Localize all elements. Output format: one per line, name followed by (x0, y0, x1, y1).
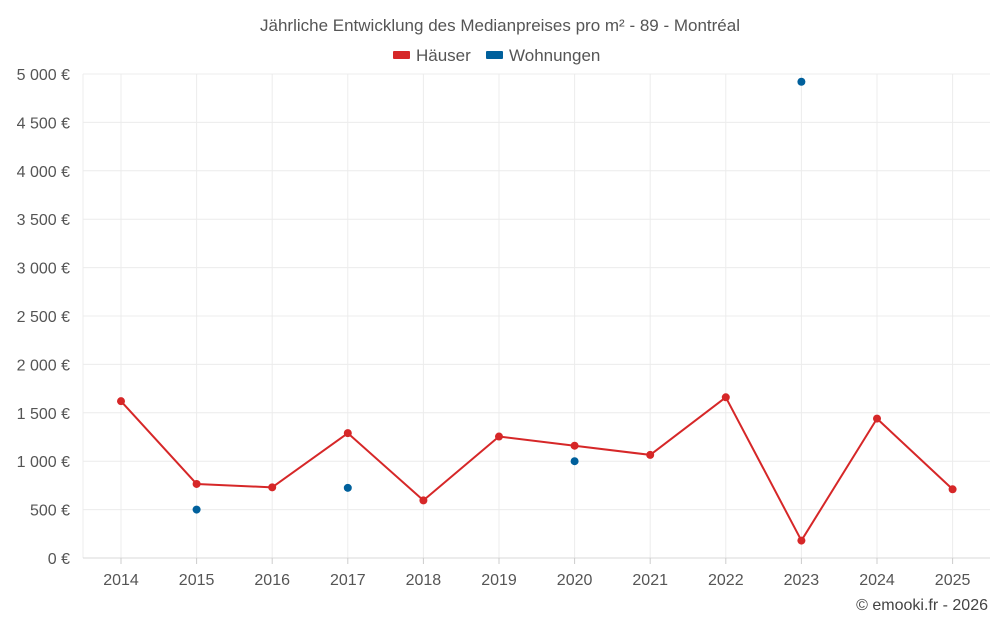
data-point-wohnungen (192, 505, 201, 514)
legend-label: Wohnungen (509, 46, 600, 65)
series-line-h-user (120, 396, 954, 542)
x-tick-label: 2017 (330, 572, 366, 589)
y-tick-label: 5 000 € (17, 67, 70, 84)
legend-label: Häuser (416, 46, 471, 65)
data-point-wohnungen (797, 77, 806, 86)
y-tick-label: 2 000 € (17, 357, 70, 374)
y-tick-label: 4 500 € (17, 115, 70, 132)
data-point-h-user (268, 483, 277, 492)
legend-swatch (393, 51, 410, 59)
legend-swatch (486, 51, 503, 59)
data-point-h-user (873, 414, 881, 423)
y-tick-label: 1 500 € (17, 406, 70, 423)
y-tick-label: 0 € (48, 551, 70, 568)
data-point-h-user (419, 496, 428, 505)
legend-item-wohnungen[interactable]: Wohnungen (486, 46, 600, 65)
data-point-h-user (721, 393, 730, 402)
x-tick-label: 2018 (406, 572, 442, 589)
data-point-h-user (192, 479, 201, 488)
y-tick-label: 500 € (30, 503, 70, 520)
x-tick-label: 2022 (708, 572, 744, 589)
y-axis: 0 € 500 € 1 000 € 1 500 € 2 000 € 2 500 € 3 00… (17, 67, 70, 568)
y-tick-label: 3 000 € (17, 261, 70, 278)
y-tick-label: 3 500 € (17, 212, 70, 229)
series-wohnungen (192, 77, 806, 514)
data-point-h-user (646, 450, 655, 459)
x-axis: 2014 2015 2016 2017 2018 2019 2020 2021 2022 2023… (103, 558, 970, 589)
chart-title: Jährliche Entwicklung des Medianpreises … (260, 16, 740, 35)
x-tick-label: 2019 (481, 572, 517, 589)
data-point-wohnungen (343, 483, 352, 492)
data-point-wohnungen (570, 457, 579, 466)
x-tick-label: 2021 (632, 572, 668, 589)
grid (82, 73, 990, 559)
x-tick-label: 2024 (859, 572, 895, 589)
y-tick-label: 4 000 € (17, 164, 70, 181)
series-h-user (117, 393, 957, 545)
x-tick-label: 2014 (103, 572, 139, 589)
x-tick-label: 2020 (557, 572, 593, 589)
data-point-h-user (117, 397, 125, 406)
x-tick-label: 2015 (179, 572, 215, 589)
legend-item-h-user[interactable]: Häuser (393, 46, 471, 65)
data-point-h-user (343, 429, 352, 438)
y-tick-label: 1 000 € (17, 454, 70, 471)
plot-area (117, 77, 957, 545)
y-tick-label: 2 500 € (17, 309, 70, 326)
x-tick-label: 2023 (784, 572, 820, 589)
data-point-h-user (948, 485, 957, 494)
x-tick-label: 2016 (254, 572, 290, 589)
data-point-h-user (495, 432, 503, 441)
x-tick-label: 2025 (935, 572, 971, 589)
credit-text: © emooki.fr - 2026 (856, 597, 988, 614)
data-point-h-user (570, 441, 579, 450)
data-point-h-user (797, 536, 806, 545)
legend: Häuser Wohnungen (393, 46, 600, 65)
